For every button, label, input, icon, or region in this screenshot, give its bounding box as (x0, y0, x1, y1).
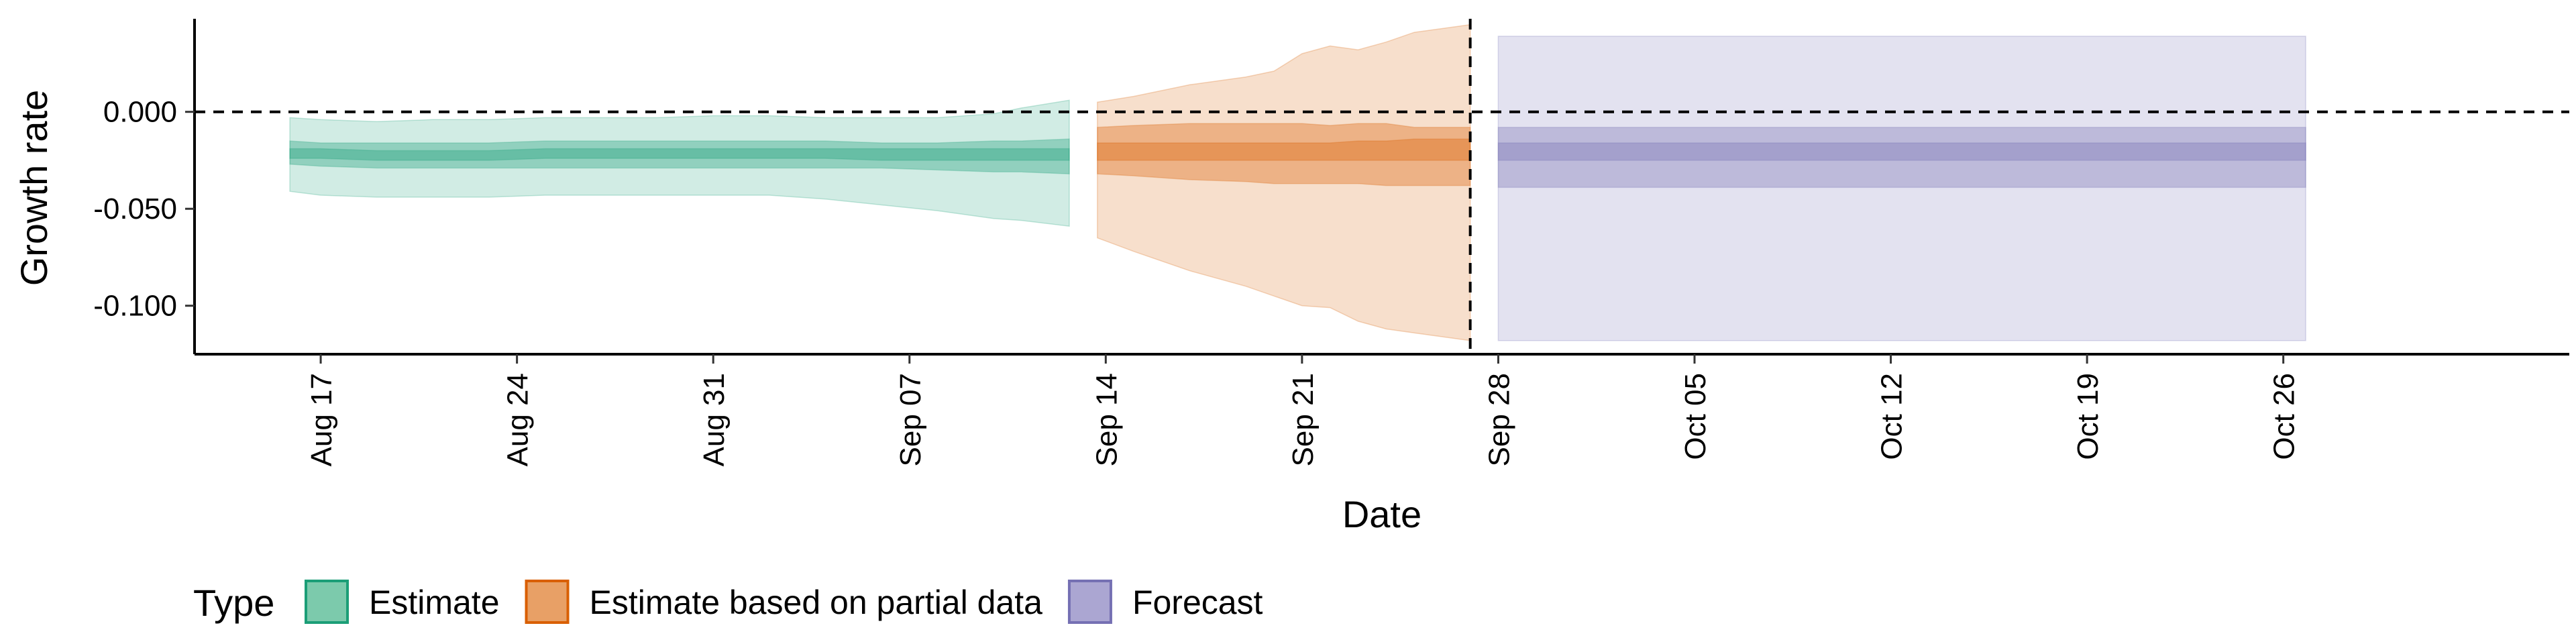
x-tick-label: Oct 26 (2268, 373, 2301, 460)
legend-swatch-estimate (306, 581, 347, 623)
ribbon-layer (290, 25, 2306, 341)
legend-swatch-estimate-based-on-partial-data (527, 581, 568, 623)
x-tick-label: Aug 17 (305, 373, 338, 466)
y-axis-title: Growth rate (13, 90, 55, 286)
x-tick-label: Sep 21 (1287, 373, 1320, 466)
x-tick-label: Oct 05 (1679, 373, 1712, 460)
legend: Type Estimate Estimate based on partial d… (193, 581, 1263, 624)
y-tick-label: -0.100 (93, 290, 177, 323)
y-tick-label: 0.000 (103, 96, 177, 129)
x-axis-title: Date (1342, 493, 1421, 535)
legend-swatch-forecast (1069, 581, 1111, 623)
band-forecast-ci90 (1498, 36, 2306, 341)
x-tick-label: Sep 07 (894, 373, 927, 466)
y-tick-label: -0.050 (93, 193, 177, 225)
legend-label-estimate: Estimate (369, 584, 500, 621)
legend-label-estimate-based-on-partial-data: Estimate based on partial data (590, 584, 1043, 621)
x-tick-label: Oct 19 (2072, 373, 2104, 460)
legend-label-forecast: Forecast (1132, 584, 1263, 621)
legend-title: Type (193, 582, 274, 624)
x-tick-label: Aug 24 (502, 373, 535, 466)
x-tick-label: Sep 28 (1483, 373, 1515, 466)
x-tick-label: Oct 12 (1876, 373, 1909, 460)
band-estimate-ci20 (290, 149, 1069, 160)
x-tick-label: Sep 14 (1090, 373, 1123, 466)
x-tick-label: Aug 31 (698, 373, 731, 466)
band-forecast-ci20 (1498, 143, 2306, 160)
